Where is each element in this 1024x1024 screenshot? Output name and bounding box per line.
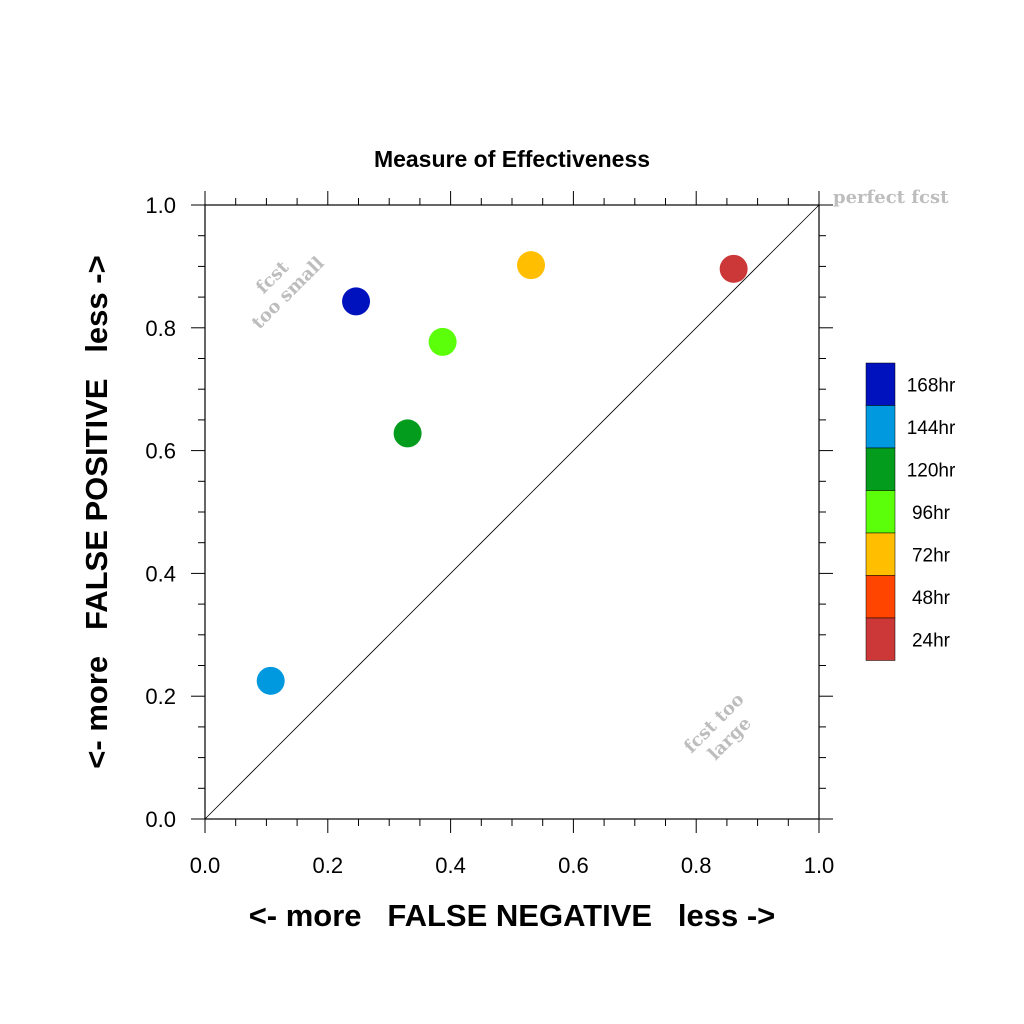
legend-label-24hr: 24hr [912,630,951,651]
axis-ticks [191,191,833,833]
x-tick-label: 0.0 [190,853,221,878]
chart-title: Measure of Effectiveness [374,146,650,172]
x-tick-label: 0.4 [435,853,466,878]
point-24hr [719,254,748,283]
annotation-fcst-too-small: fcst too small [248,253,329,334]
x-tick-label: 0.8 [681,853,712,878]
legend-label-48hr: 48hr [912,588,951,609]
legend-label-168hr: 168hr [907,375,956,396]
point-168hr [342,287,371,316]
x-tick-label: 0.6 [558,853,589,878]
y-axis-label: <- more FALSE POSITIVE less -> [79,255,114,768]
y-tick-label: 0.4 [145,561,176,586]
tick-labels: 0.0 0.2 0.4 0.6 0.8 1.0 0.0 0.2 0.4 0.6 0.8 1.0 [145,193,834,878]
legend-swatch-48hr [865,575,896,619]
x-axis-label: <- more FALSE NEGATIVE less -> [249,898,776,933]
plot-area [191,191,833,833]
legend-swatch-24hr [865,617,896,661]
x-tick-label: 0.2 [313,853,344,878]
y-tick-label: 0.8 [145,316,176,341]
point-72hr [517,251,546,280]
annotation-perfect-fcst: perfect fcst [833,187,949,208]
legend-swatch-96hr [865,490,896,534]
point-144hr [256,666,285,695]
annotation-fcst-too-large: fcst too large [680,689,756,765]
data-points [256,251,748,695]
y-tick-label: 1.0 [145,193,176,218]
x-tick-label: 1.0 [804,853,835,878]
point-96hr [428,327,457,356]
legend-swatch-168hr [865,362,896,406]
legend-swatch-72hr [865,532,896,576]
legend-label-72hr: 72hr [912,545,951,566]
point-120hr [393,419,422,448]
legend: 168hr 144hr 120hr 96hr 72hr 48hr 24hr [865,362,956,661]
legend-swatch-144hr [865,405,896,449]
y-tick-label: 0.6 [145,439,176,464]
y-tick-label: 0.0 [145,807,176,832]
legend-label-96hr: 96hr [912,503,951,524]
legend-label-144hr: 144hr [907,418,956,439]
legend-swatch-120hr [865,447,896,491]
y-tick-label: 0.2 [145,684,176,709]
legend-label-120hr: 120hr [907,460,956,481]
annotation-too-small-line2: too small [248,253,329,334]
perfect-forecast-diagonal [204,204,820,820]
